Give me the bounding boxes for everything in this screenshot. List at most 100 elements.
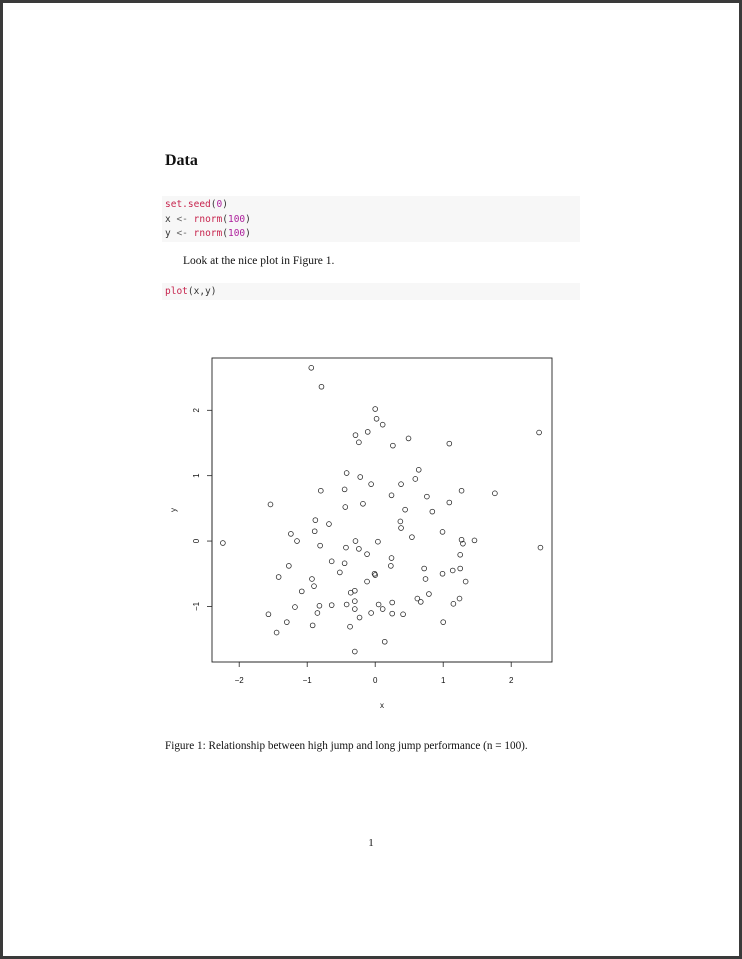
data-point [421, 565, 427, 572]
code-variable: x [165, 213, 171, 225]
data-point [347, 623, 353, 630]
data-point [397, 518, 404, 525]
data-point [412, 476, 419, 482]
data-point [341, 486, 348, 493]
y-tick-label: 1 [192, 473, 201, 478]
data-point [536, 429, 542, 436]
data-point [341, 560, 348, 567]
x-tick-label: 0 [373, 676, 378, 685]
data-point [460, 540, 466, 547]
data-point [456, 595, 463, 602]
data-point [458, 536, 465, 543]
code-operator: <- [170, 213, 194, 225]
data-point [294, 538, 300, 544]
data-point [316, 603, 323, 609]
page-number: 1 [368, 837, 374, 849]
data-point [446, 440, 453, 447]
data-point [449, 567, 456, 574]
code-function: rnorm [193, 228, 223, 239]
code-paren: ( [210, 199, 217, 210]
code-paren: ( [222, 228, 228, 239]
data-point [373, 416, 380, 422]
data-point [318, 383, 325, 390]
data-point [311, 528, 318, 535]
data-point [309, 576, 315, 582]
data-point [337, 569, 343, 576]
x-tick-label: 2 [509, 676, 514, 685]
code-paren: ( [222, 213, 228, 225]
data-point [405, 435, 412, 442]
data-point [375, 538, 381, 545]
data-point [414, 595, 421, 602]
code-function: rnorm [193, 213, 223, 225]
x-tick-label: −2 [235, 676, 245, 685]
code-paren: ) [245, 213, 251, 225]
code-function: set.seed [165, 199, 211, 210]
data-point [402, 506, 408, 513]
data-point [400, 611, 406, 618]
data-point [389, 599, 395, 606]
data-point [326, 521, 332, 527]
data-point [352, 606, 358, 612]
data-point [288, 531, 294, 537]
data-point [318, 487, 324, 494]
code-number: 100 [227, 228, 246, 239]
data-point [284, 619, 290, 625]
code-paren: ) [245, 228, 251, 239]
x-axis-label: x [380, 701, 384, 710]
y-tick-label: 2 [192, 408, 201, 413]
data-point [352, 432, 359, 438]
scatter-plot: −2 −1 0 1 2 −1 0 1 2 x y [169, 357, 553, 710]
data-point [311, 583, 317, 589]
data-point [286, 563, 292, 569]
y-tick-label: 0 [192, 538, 201, 543]
data-point [409, 534, 415, 540]
code-block-setup: set.seed(0) x <- rnorm(100) y <- rnorm(1… [162, 196, 580, 242]
data-point [343, 544, 349, 551]
code-operator: <- [170, 228, 194, 239]
data-point [471, 537, 478, 544]
data-point [273, 629, 280, 636]
code-variable: y [165, 228, 171, 239]
data-point [379, 606, 386, 612]
data-point [388, 563, 394, 569]
data-point [398, 525, 404, 531]
data-point [342, 504, 349, 510]
data-point [389, 610, 395, 617]
data-point [275, 574, 282, 580]
data-point [356, 439, 362, 446]
data-point [417, 599, 424, 605]
code-arguments: (x,y) [187, 286, 217, 297]
code-block-plot: plot(x,y) [162, 283, 580, 300]
code-function: plot [165, 286, 188, 297]
code-line: x <- rnorm(100) [165, 213, 580, 228]
data-point [308, 365, 315, 371]
data-point [343, 470, 350, 476]
data-point [426, 591, 432, 597]
data-point [314, 610, 321, 616]
data-point [360, 501, 366, 507]
data-point [450, 601, 457, 607]
document-page: Data set.seed(0) x <- rnorm(100) y <- rn… [3, 3, 739, 956]
x-tick-label: 1 [441, 676, 446, 685]
data-point [429, 508, 436, 515]
plot-frame [211, 357, 553, 663]
data-point [292, 604, 298, 610]
section-title: Data [165, 152, 198, 169]
data-point [368, 481, 374, 487]
y-tick-label: −1 [192, 601, 201, 611]
data-point [457, 565, 463, 572]
data-point [537, 544, 544, 551]
data-point [364, 578, 370, 585]
data-point [364, 551, 370, 557]
x-tick-label: −1 [303, 676, 313, 685]
body-paragraph: Look at the nice plot in Figure 1. [183, 255, 335, 267]
code-line: plot(x,y) [165, 285, 580, 300]
data-point [375, 601, 382, 608]
data-point [415, 467, 422, 473]
data-point [446, 499, 453, 506]
data-point [368, 610, 374, 616]
data-point [381, 638, 388, 645]
data-point [343, 601, 350, 608]
data-point [398, 481, 404, 487]
